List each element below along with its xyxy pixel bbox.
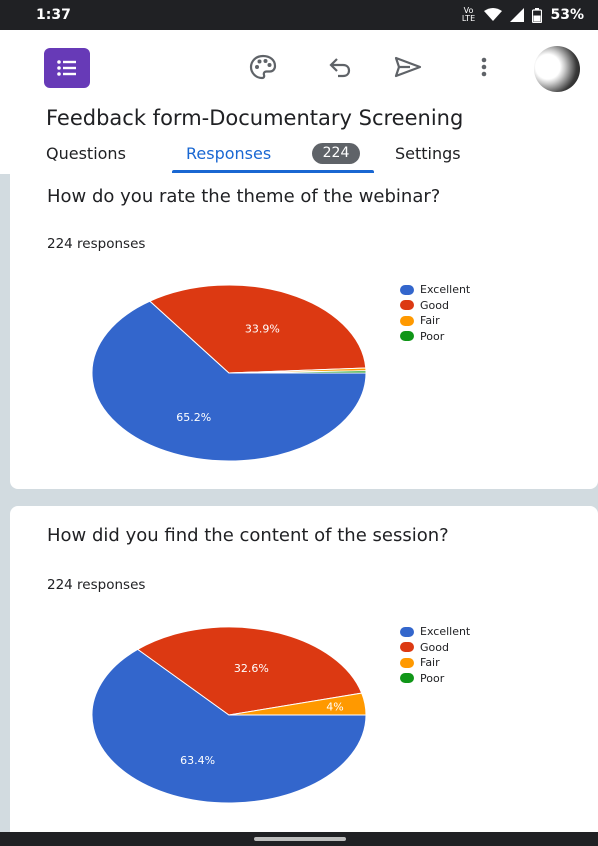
legend-dot — [400, 673, 414, 684]
status-bar: 1:37 Vo LTE 53% — [0, 0, 598, 30]
volte-icon: Vo LTE — [461, 6, 476, 23]
tab-questions[interactable]: Questions — [46, 144, 126, 163]
legend-label: Good — [420, 640, 449, 654]
pie-chart: 63.4% 32.6% 4% — [91, 626, 367, 804]
question-title: How do you rate the theme of the webinar… — [47, 186, 441, 207]
signal-icon — [510, 8, 525, 22]
data-label-good: 32.6% — [234, 662, 269, 675]
undo-icon[interactable] — [323, 50, 357, 84]
legend-label: Good — [420, 298, 449, 312]
pie-slice-excellent[interactable] — [91, 300, 367, 462]
responses-count-badge: 224 — [312, 143, 360, 164]
home-gesture-handle[interactable] — [254, 837, 346, 841]
status-time: 1:37 — [36, 7, 71, 23]
form-title: Feedback form-Documentary Screening — [46, 106, 464, 130]
data-label-excellent: 65.2% — [176, 411, 211, 424]
response-count: 224 responses — [47, 236, 146, 252]
pie-slice-good[interactable] — [136, 626, 363, 716]
legend-dot — [400, 300, 414, 311]
legend-label: Excellent — [420, 283, 471, 297]
question-title: How did you find the content of the sess… — [47, 525, 449, 546]
pie-slice-excellent[interactable] — [91, 648, 367, 804]
send-icon[interactable] — [391, 50, 425, 84]
data-label-good: 33.9% — [245, 323, 280, 336]
forms-logo-icon[interactable] — [44, 48, 90, 88]
legend-dot — [400, 657, 414, 668]
chart-legend: Excellent Good Fair Poor — [400, 624, 520, 686]
legend-label: Fair — [420, 656, 440, 670]
legend-item-poor: Poor — [400, 329, 520, 345]
question-card: How do you rate the theme of the webinar… — [10, 174, 598, 489]
wifi-icon — [484, 8, 503, 21]
tab-responses[interactable]: Responses — [186, 144, 272, 163]
pie-slice-poor[interactable] — [228, 370, 367, 374]
legend-dot — [400, 315, 414, 326]
legend-item-excellent: Excellent — [400, 282, 520, 298]
active-tab-indicator — [172, 170, 374, 173]
chart-legend: Excellent Good Fair Poor — [400, 282, 520, 344]
legend-label: Poor — [420, 671, 445, 685]
more-vert-icon[interactable] — [467, 50, 501, 84]
tab-settings[interactable]: Settings — [395, 144, 461, 163]
pie-slice-fair[interactable] — [228, 692, 367, 716]
battery-icon — [532, 7, 543, 23]
legend-item-fair: Fair — [400, 655, 520, 671]
system-nav-bar — [0, 832, 598, 846]
legend-label: Poor — [420, 329, 445, 343]
legend-item-good: Good — [400, 298, 520, 314]
legend-dot — [400, 626, 414, 637]
legend-dot — [400, 331, 414, 342]
response-count: 224 responses — [47, 577, 146, 593]
battery-percent: 53% — [550, 7, 584, 23]
legend-item-poor: Poor — [400, 671, 520, 687]
question-card: How did you find the content of the sess… — [10, 506, 598, 832]
legend-label: Excellent — [420, 625, 471, 639]
pie-slice-good[interactable] — [148, 284, 367, 374]
legend-label: Fair — [420, 314, 440, 328]
data-label-excellent: 63.4% — [180, 754, 215, 767]
app-bar — [0, 30, 598, 102]
legend-dot — [400, 642, 414, 653]
legend-item-good: Good — [400, 640, 520, 656]
legend-dot — [400, 284, 414, 295]
legend-item-excellent: Excellent — [400, 624, 520, 640]
status-icons: Vo LTE 53% — [460, 6, 584, 24]
palette-icon[interactable] — [246, 50, 280, 84]
avatar[interactable] — [534, 46, 580, 92]
legend-item-fair: Fair — [400, 313, 520, 329]
pie-chart: 65.2% 33.9% — [91, 284, 367, 462]
tab-bar: Questions Responses 224 Settings — [0, 140, 598, 174]
data-label-fair: 4% — [326, 700, 343, 713]
